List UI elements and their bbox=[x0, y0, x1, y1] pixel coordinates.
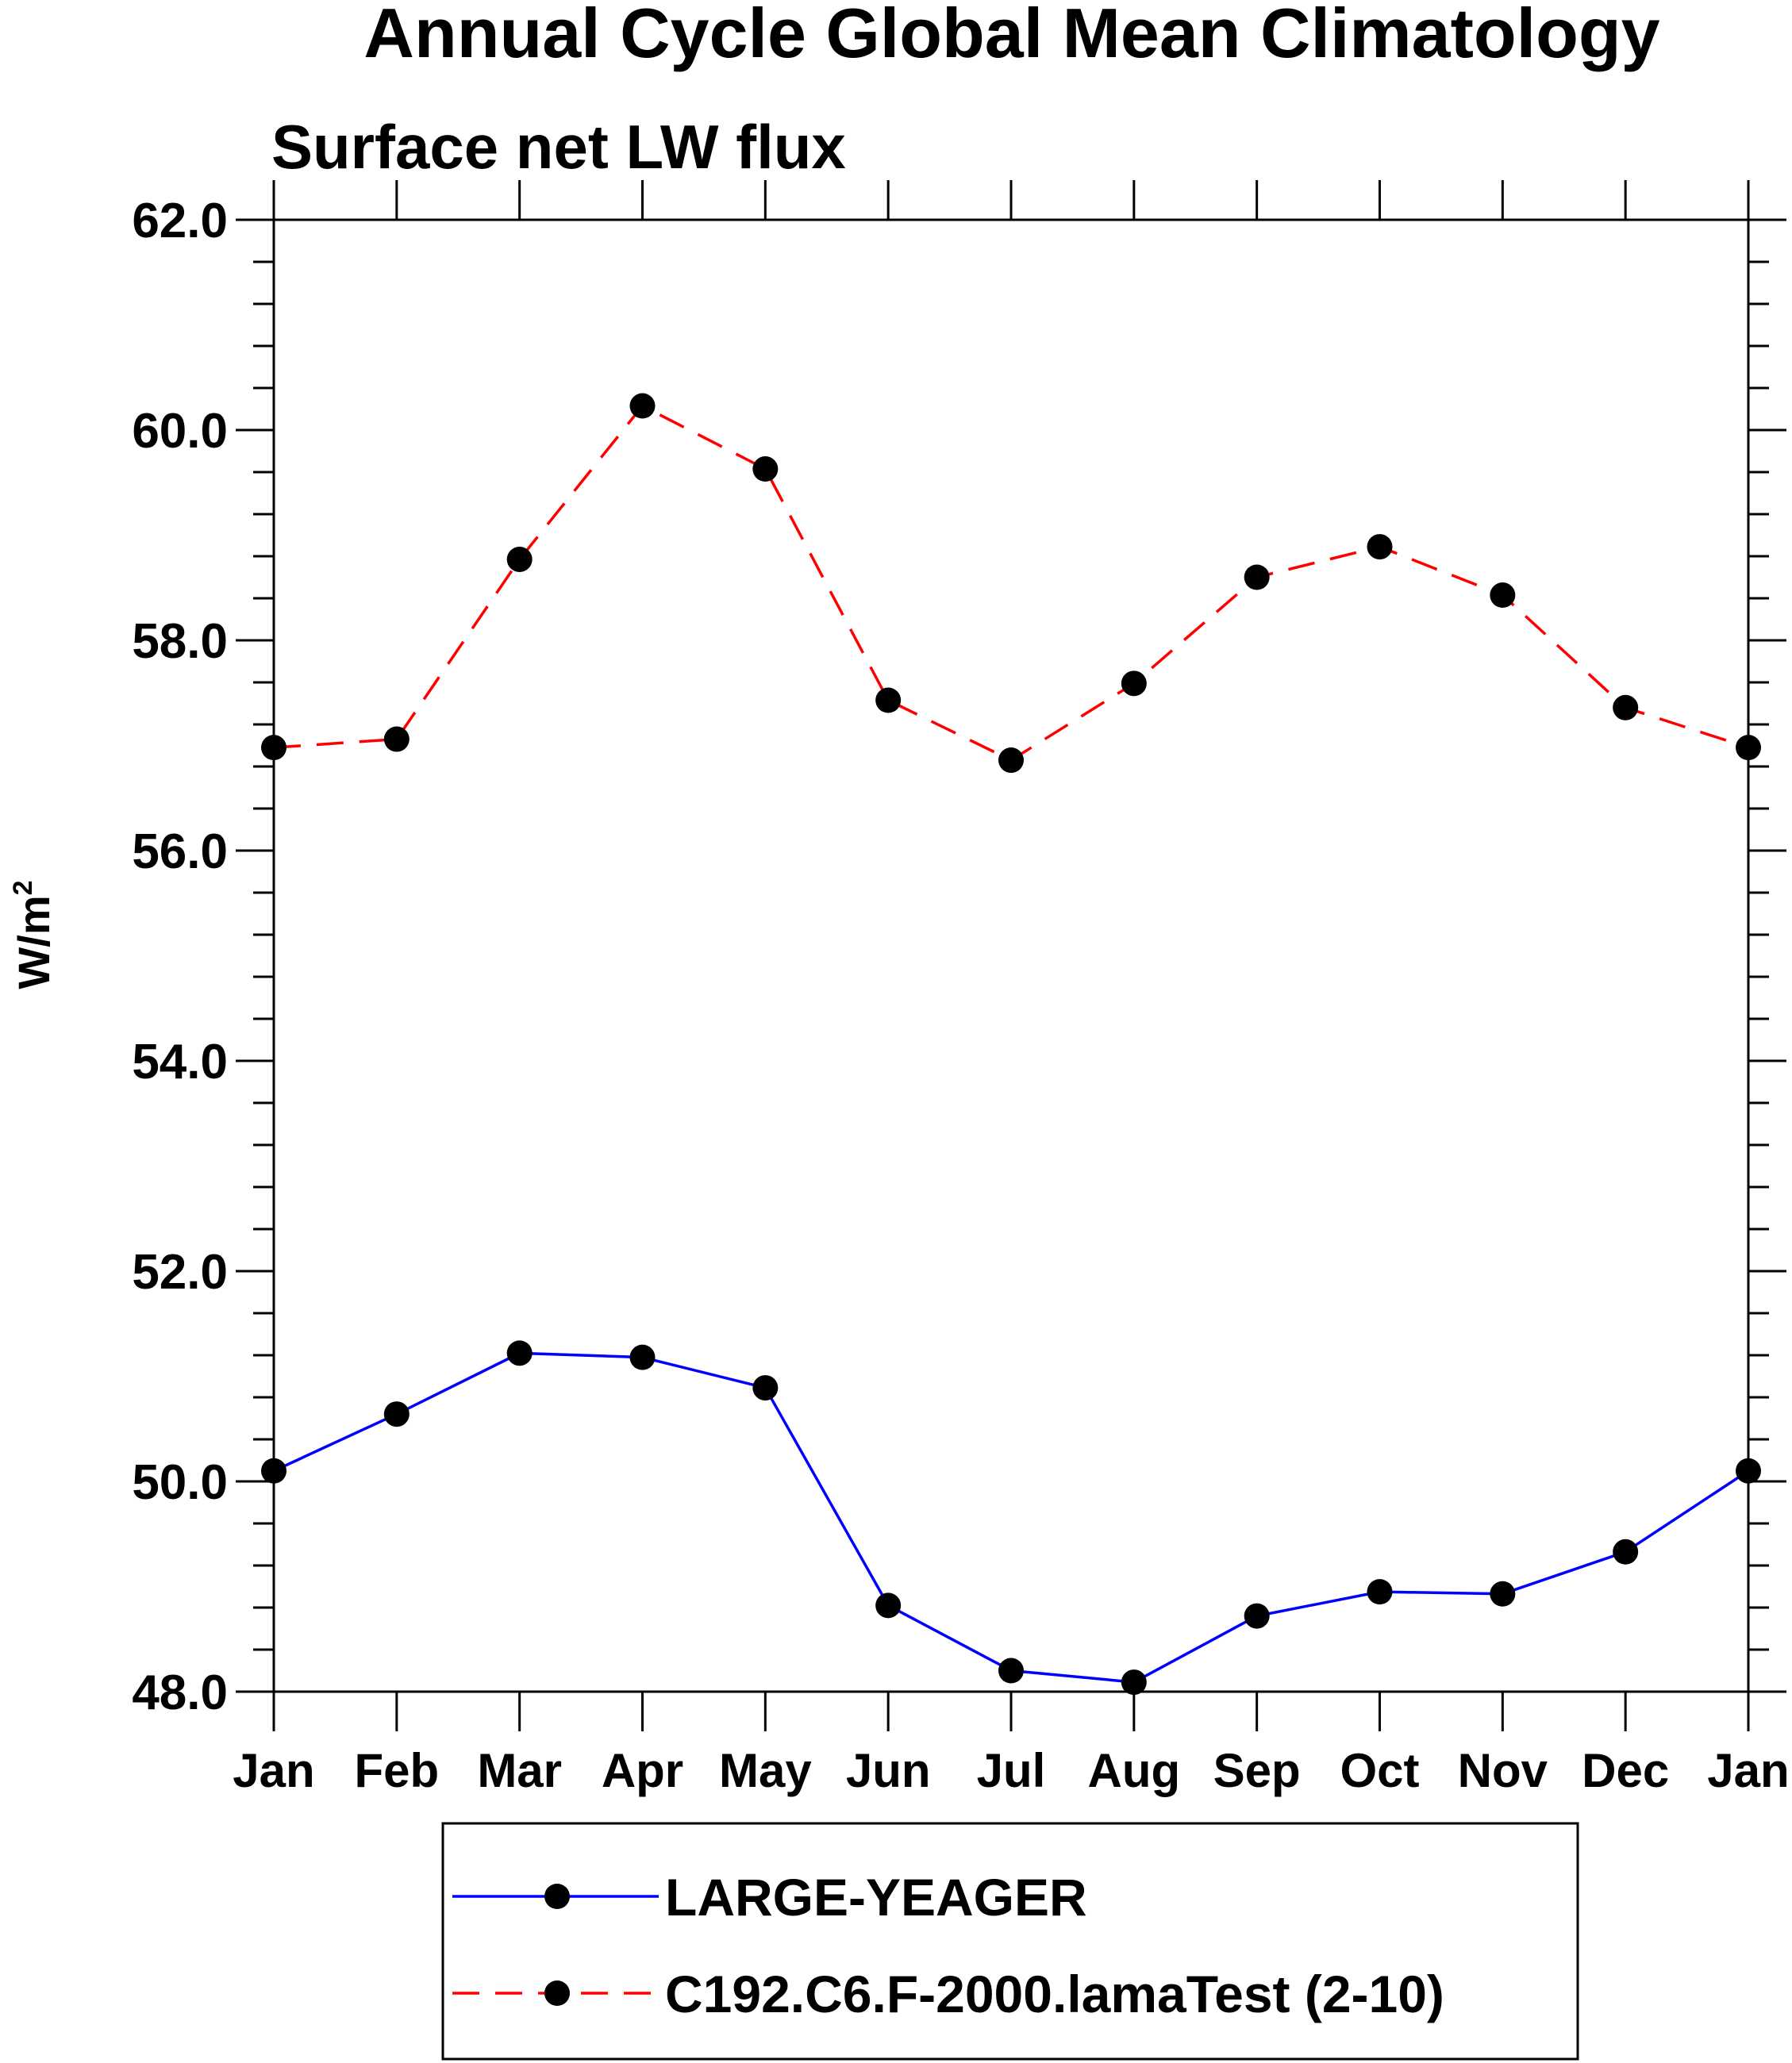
data-point bbox=[261, 1458, 286, 1484]
plot-frame bbox=[272, 218, 1750, 1693]
x-tick-label: Jul bbox=[977, 1744, 1046, 1797]
y-axis-label: W/m2 bbox=[8, 880, 59, 989]
x-tick-label: Aug bbox=[1088, 1744, 1181, 1797]
data-point bbox=[506, 546, 533, 572]
data-point bbox=[998, 1658, 1024, 1684]
series-line bbox=[273, 404, 1749, 762]
x-tick-label: Dec bbox=[1582, 1744, 1669, 1797]
data-point bbox=[1613, 694, 1639, 720]
data-series bbox=[261, 393, 1761, 1696]
data-point bbox=[1367, 534, 1393, 560]
data-point bbox=[629, 1344, 656, 1370]
chart-subtitle: Surface net LW flux bbox=[271, 112, 846, 182]
data-point bbox=[1490, 582, 1516, 609]
data-point bbox=[383, 726, 410, 752]
data-point bbox=[1244, 1603, 1270, 1629]
y-tick-label: 56.0 bbox=[132, 824, 228, 879]
data-point bbox=[629, 393, 656, 419]
data-point bbox=[875, 1592, 902, 1619]
data-point bbox=[1613, 1539, 1639, 1565]
x-tick-label: Jan bbox=[1707, 1744, 1789, 1797]
data-point bbox=[261, 735, 286, 761]
data-point bbox=[1244, 564, 1270, 590]
plot-area: 48.0 50.0 52.0 54.0 56.0 58.0 60.0 62.0 Jan Feb Ma… bbox=[132, 180, 1790, 1797]
series-line bbox=[273, 1351, 1749, 1684]
data-point bbox=[1736, 735, 1761, 761]
y-axis-label-superscript: 2 bbox=[8, 880, 38, 895]
x-tick-label: May bbox=[719, 1744, 812, 1797]
y-tick-label: 58.0 bbox=[132, 614, 228, 669]
y-tick-label: 62.0 bbox=[132, 194, 228, 248]
data-point bbox=[875, 687, 902, 713]
x-tick-label: Nov bbox=[1458, 1744, 1548, 1797]
legend-label: C192.C6.F-2000.lamaTest (2-10) bbox=[665, 1965, 1444, 2023]
data-point bbox=[1367, 1579, 1393, 1605]
data-point bbox=[1121, 1669, 1147, 1696]
y-axis-label-text: W/m bbox=[9, 895, 59, 989]
x-tick-label: Jun bbox=[846, 1744, 931, 1797]
y-tick-label: 52.0 bbox=[132, 1245, 228, 1300]
data-point bbox=[752, 456, 779, 482]
y-tick-label: 50.0 bbox=[132, 1455, 228, 1510]
legend-label: LARGE-YEAGER bbox=[665, 1868, 1087, 1927]
y-tick-label: 60.0 bbox=[132, 404, 228, 459]
legend-marker bbox=[544, 1884, 570, 1909]
legend: LARGE-YEAGER C192.C6.F-2000.lamaTest (2-1… bbox=[452, 1868, 1444, 2023]
data-point bbox=[383, 1401, 410, 1427]
y-tick-label: 48.0 bbox=[132, 1665, 228, 1720]
x-tick-label: Feb bbox=[354, 1744, 439, 1797]
chart-title: Annual Cycle Global Mean Climatology bbox=[363, 0, 1659, 72]
data-point bbox=[1736, 1458, 1761, 1484]
data-point bbox=[1490, 1581, 1516, 1607]
x-tick-label: Sep bbox=[1213, 1744, 1301, 1797]
series-2 bbox=[261, 393, 1761, 774]
x-tick-label: Apr bbox=[602, 1744, 683, 1797]
x-tick-label: Jan bbox=[233, 1744, 314, 1797]
series-1 bbox=[261, 1340, 1761, 1696]
x-tick-label: Oct bbox=[1340, 1744, 1419, 1797]
x-tick-label: Mar bbox=[477, 1744, 562, 1797]
data-point bbox=[752, 1375, 779, 1401]
data-point bbox=[506, 1340, 533, 1366]
data-point bbox=[1121, 670, 1147, 697]
data-point bbox=[998, 747, 1024, 774]
legend-box bbox=[441, 1822, 1579, 2061]
legend-marker bbox=[544, 1980, 570, 2006]
y-tick-label: 54.0 bbox=[132, 1035, 228, 1089]
